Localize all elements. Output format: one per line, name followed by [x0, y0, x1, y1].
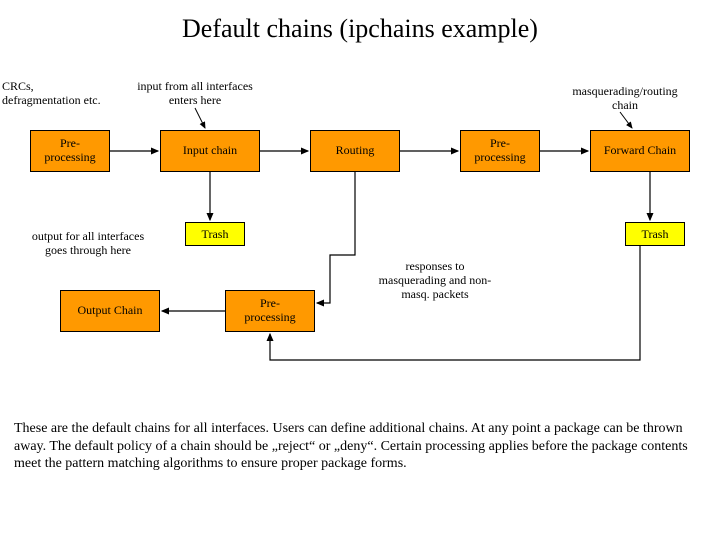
node-routing: Routing: [310, 130, 400, 172]
label-output-for: output for all interfaces goes through h…: [18, 230, 158, 258]
label-crcs: CRCs, defragmentation etc.: [2, 80, 112, 108]
label-masq: masquerading/routing chain: [550, 85, 700, 113]
node-trash-1: Trash: [185, 222, 245, 246]
caption-text: These are the default chains for all int…: [14, 420, 706, 473]
node-preprocessing-1: Pre- processing: [30, 130, 110, 172]
node-forward-chain: Forward Chain: [590, 130, 690, 172]
node-output-chain: Output Chain: [60, 290, 160, 332]
node-preprocessing-2: Pre- processing: [460, 130, 540, 172]
node-trash-2: Trash: [625, 222, 685, 246]
page-title: Default chains (ipchains example): [0, 14, 720, 44]
label-input-from: input from all interfaces enters here: [125, 80, 265, 108]
label-responses: responses to masquerading and non- masq.…: [360, 260, 510, 301]
node-input-chain: Input chain: [160, 130, 260, 172]
node-preprocessing-3: Pre- processing: [225, 290, 315, 332]
